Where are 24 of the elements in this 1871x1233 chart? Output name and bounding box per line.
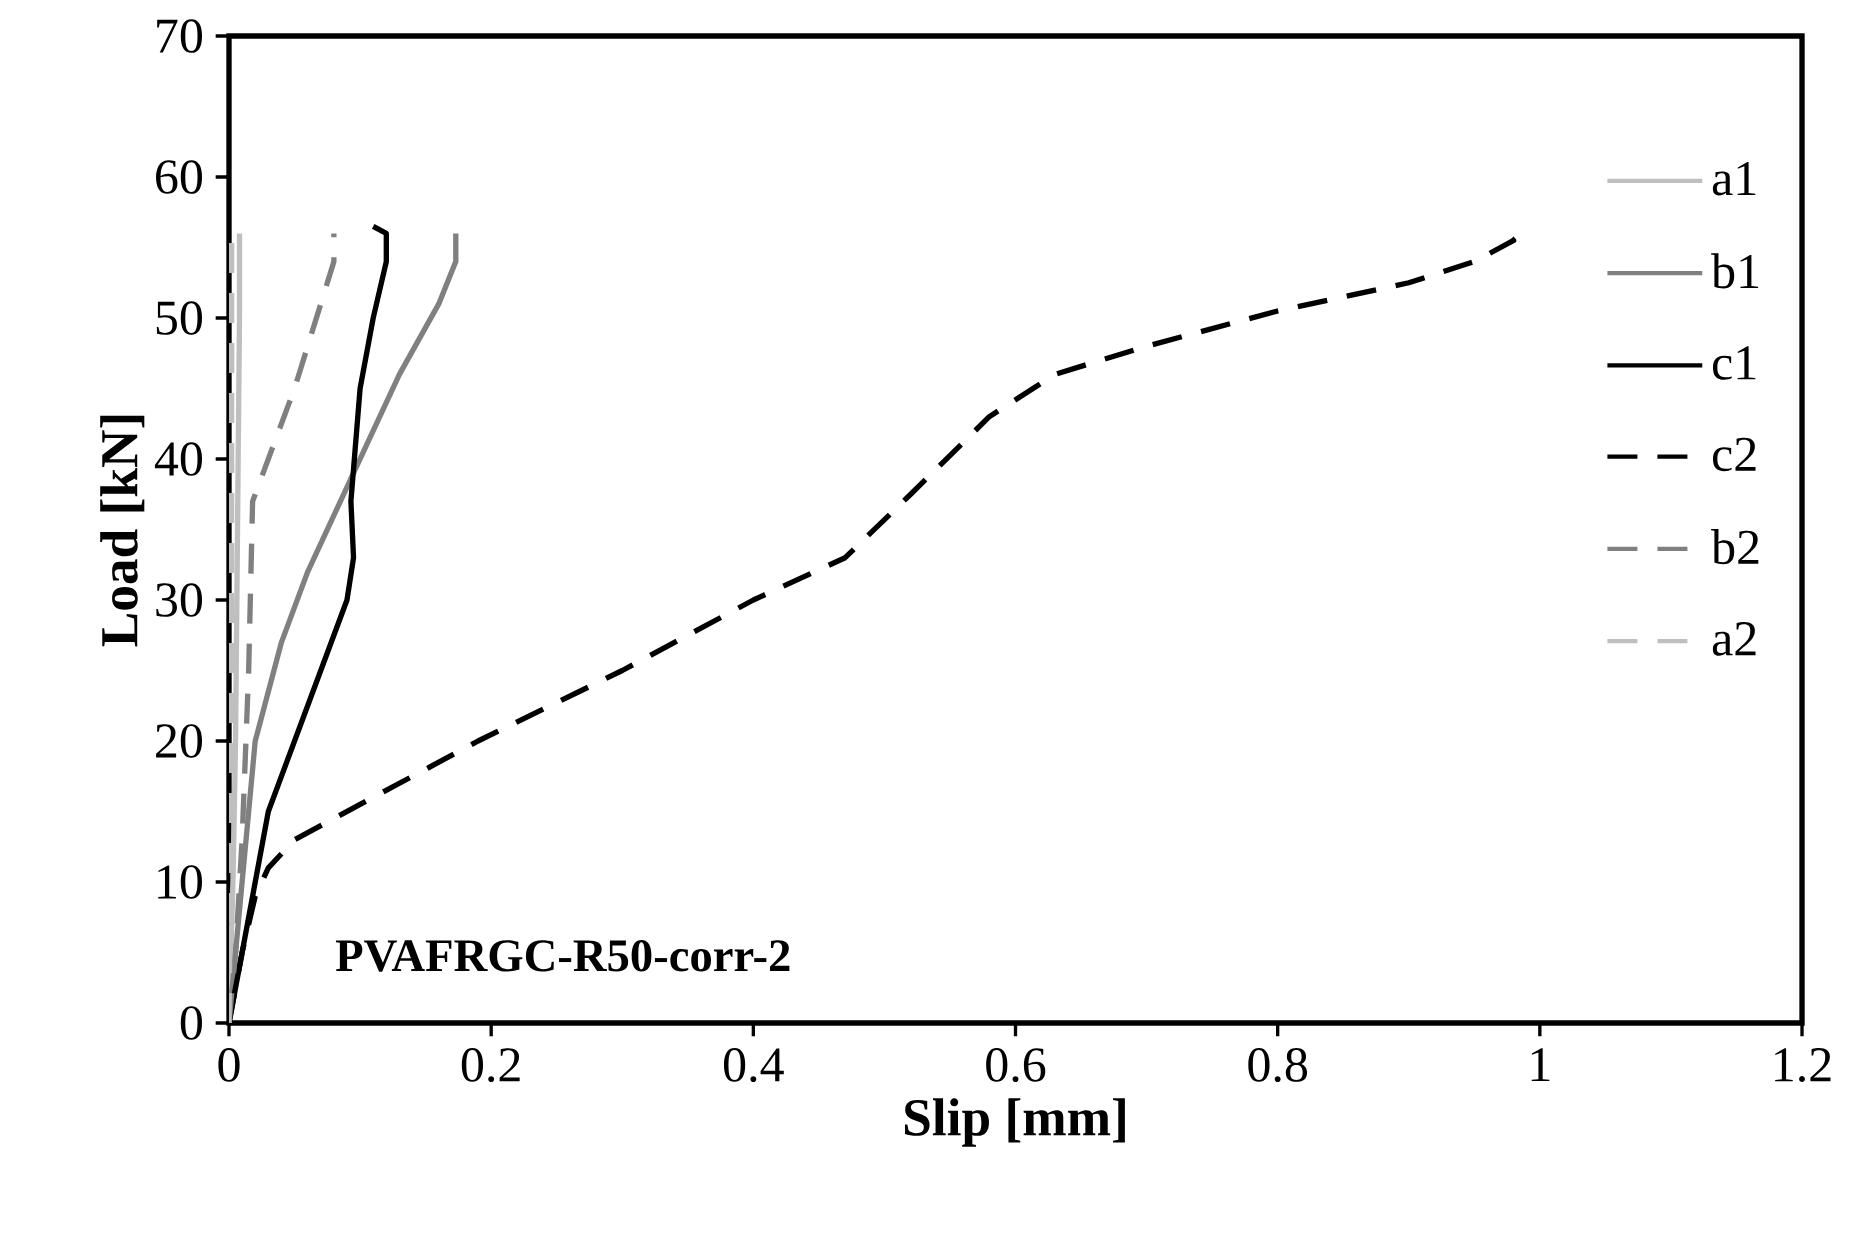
x-tick-label: 0	[218, 1048, 240, 1082]
legend-label: b1	[1711, 253, 1759, 289]
legend-label: a1	[1712, 161, 1756, 196]
y-tick-label: 10	[158, 865, 202, 899]
legend-label: c2	[1712, 437, 1756, 472]
y-tick-label: 70	[157, 19, 202, 53]
y-tick-label: 60	[156, 160, 202, 194]
x-axis-title: Slip [mm]	[905, 1098, 1125, 1147]
x-tick-label: 0.2	[461, 1048, 520, 1083]
y-tick-label: 50	[156, 301, 202, 335]
legend-label: a2	[1712, 622, 1756, 656]
y-tick-label: 40	[154, 442, 202, 476]
x-tick-label: 0.6	[986, 1048, 1046, 1083]
y-tick-label: 20	[156, 724, 202, 758]
y-axis-title: Load [kN]	[100, 415, 145, 647]
x-tick-label: 0.8	[1248, 1048, 1308, 1083]
legend-label: c1	[1712, 346, 1756, 380]
annotation: PVAFRGC-R50-corr-2	[335, 939, 790, 972]
x-tick-label: 1	[1531, 1048, 1550, 1082]
x-tick-label: 0.4	[723, 1048, 784, 1083]
y-tick-label: 0	[180, 1006, 203, 1040]
x-tick-label: 1.2	[1775, 1048, 1831, 1082]
legend-label: b2	[1711, 529, 1759, 565]
y-tick-label: 30	[156, 583, 202, 617]
